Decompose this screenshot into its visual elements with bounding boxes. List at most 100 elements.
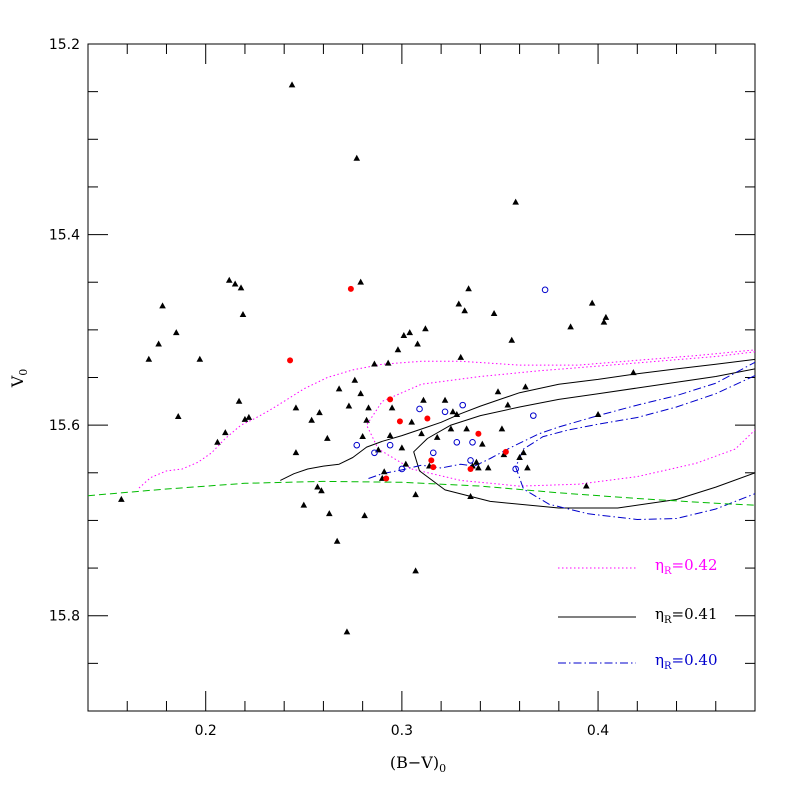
triangle-point (386, 432, 394, 439)
axis-ticks (88, 43, 756, 712)
series-line-4 (368, 361, 755, 479)
open-circle-point (469, 438, 476, 446)
triangle-point (490, 310, 498, 317)
triangle-point (441, 396, 449, 403)
triangle-point (345, 402, 353, 409)
triangle-point (239, 311, 247, 318)
triangle-point (418, 430, 425, 437)
triangle-point (512, 198, 519, 205)
triangle-point (412, 491, 419, 498)
triangle-point (380, 468, 388, 475)
open-circle-point (441, 408, 449, 416)
open-circle-point (353, 441, 361, 449)
series-line-0 (138, 349, 755, 489)
data-markers (118, 81, 637, 635)
triangle-point (357, 390, 364, 397)
x-tick-label: 0.4 (587, 723, 609, 739)
triangle-point (361, 512, 368, 519)
triangle-point (353, 154, 361, 161)
open-circle-point (386, 441, 394, 449)
triangle-point (473, 458, 480, 465)
triangle-point (504, 401, 512, 408)
open-circle-point (541, 286, 549, 294)
triangle-point (400, 331, 408, 338)
filled-circle-point (383, 475, 390, 482)
open-circle-point (398, 465, 406, 473)
series-line-5 (515, 375, 755, 520)
triangle-point (214, 438, 221, 445)
triangle-point (343, 628, 351, 635)
triangle-point (406, 329, 414, 336)
triangle-point (520, 449, 527, 456)
triangle-point (118, 495, 125, 502)
series-line-2 (280, 358, 755, 481)
open-circle-point (467, 457, 474, 464)
filled-circle-point (467, 465, 474, 472)
triangle-point (241, 415, 249, 422)
triangle-point (237, 284, 245, 291)
triangle-point (412, 567, 419, 574)
open-circle-point (453, 438, 461, 446)
triangle-point (588, 299, 596, 306)
triangle-point (172, 329, 180, 336)
legend-label-041: ηR=0.41 (655, 605, 718, 626)
triangle-point (524, 464, 531, 471)
triangle-point (420, 396, 427, 403)
triangle-point (318, 487, 325, 494)
triangle-point (196, 355, 204, 362)
legend-label-040: ηR=0.40 (655, 651, 718, 672)
triangle-point (422, 325, 429, 332)
filled-circle-point (347, 285, 354, 292)
triangle-point (414, 340, 421, 347)
triangle-point (363, 416, 370, 423)
y-tick-label: 15.2 (49, 37, 80, 53)
triangle-point (600, 318, 608, 325)
triangle-point (292, 449, 300, 456)
triangle-point (522, 383, 529, 390)
filled-circle-point (287, 357, 294, 364)
series-line-6 (88, 480, 755, 506)
triangle-point (308, 416, 315, 423)
triangle-point (447, 425, 455, 432)
triangle-point (174, 412, 182, 419)
triangle-point (145, 355, 153, 362)
y-tick-label: 15.6 (49, 418, 80, 434)
y-axis-title: V0 (8, 369, 30, 389)
triangle-point (516, 453, 523, 460)
triangle-point (155, 340, 162, 347)
triangle-point (292, 404, 300, 411)
triangle-point (455, 300, 463, 307)
y-tick-label: 15.4 (49, 228, 80, 244)
triangle-point (225, 276, 233, 283)
filled-circle-point (387, 396, 394, 403)
triangle-point (453, 411, 461, 418)
triangle-point (159, 302, 166, 309)
y-tick-label: 15.8 (49, 609, 80, 625)
triangle-point (357, 278, 364, 285)
filled-circle-point (424, 415, 431, 422)
triangle-point (314, 483, 321, 490)
y-axis-title-sub: 0 (17, 369, 30, 376)
triangle-point (365, 404, 372, 411)
x-axis-title: (B−V)0 (390, 753, 446, 775)
triangle-point (402, 460, 410, 467)
triangle-point (449, 408, 457, 415)
triangle-point (602, 313, 610, 320)
triangle-point (508, 336, 516, 343)
triangle-point (494, 388, 502, 395)
filled-circle-point (428, 457, 435, 464)
triangle-point (475, 464, 482, 471)
triangle-point (498, 425, 506, 432)
x-axis-title-main: (B−V) (390, 753, 439, 772)
open-circle-point (530, 412, 537, 419)
triangle-point (465, 285, 472, 292)
triangle-point (333, 537, 341, 544)
open-circle-point (429, 449, 437, 457)
tick-labels: 0.2 0.3 0.4 15.2 15.4 15.6 15.8 (49, 37, 609, 739)
triangle-point (351, 376, 359, 383)
triangle-point (371, 360, 378, 367)
triangle-point (324, 434, 331, 441)
open-circle-point (512, 465, 519, 473)
triangle-point (594, 411, 602, 418)
